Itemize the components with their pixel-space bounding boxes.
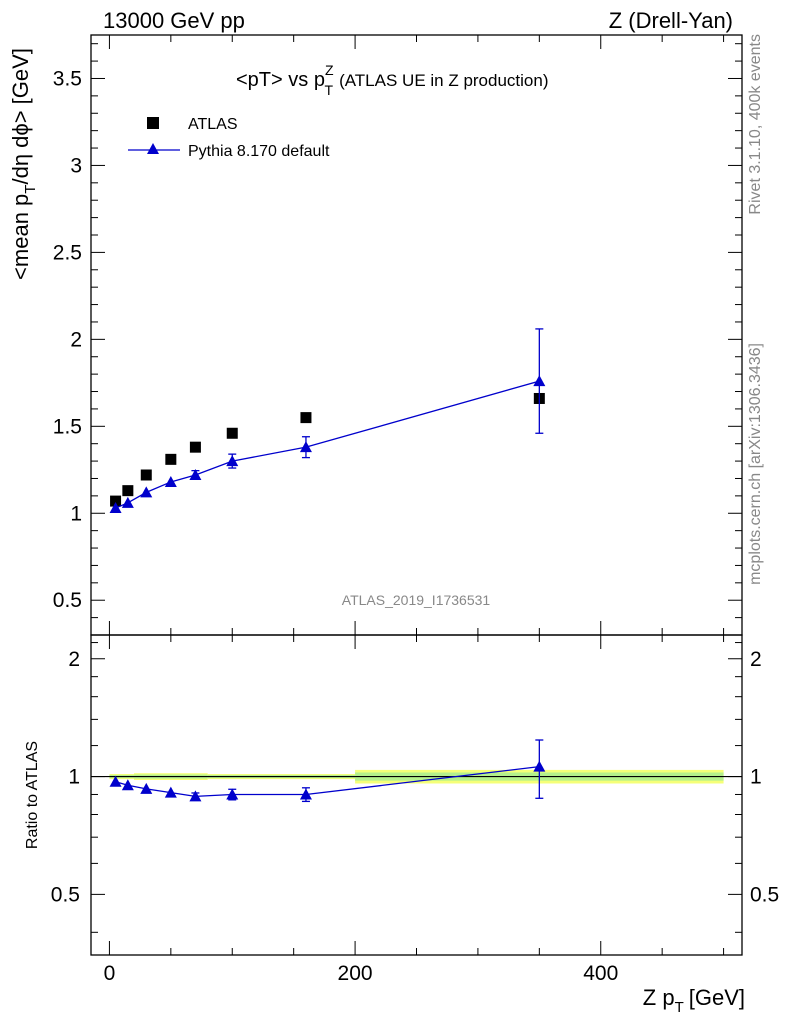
- xlabel-sub: T: [675, 999, 684, 1016]
- pythia-point: [121, 496, 134, 508]
- ratio-pythia-point: [189, 790, 202, 802]
- ratio-pythia-point: [109, 775, 122, 787]
- pythia-line: [115, 380, 540, 509]
- ratio-pythia-point: [164, 786, 177, 798]
- ratio-y-tick-label: 2: [68, 648, 80, 671]
- x-tick-label: 200: [338, 962, 373, 985]
- pythia-point: [164, 475, 177, 487]
- legend-pythia-marker: [147, 143, 159, 154]
- main-ylabel-sub: T: [22, 185, 39, 194]
- xlabel-part2: [GeV]: [689, 985, 745, 1010]
- x-tick-label: 0: [104, 962, 116, 985]
- atlas-point: [140, 469, 152, 481]
- xlabel-part1: Z p: [643, 985, 675, 1010]
- ratio-pythia-point: [121, 779, 134, 791]
- pythia-point: [140, 486, 153, 498]
- main-y-tick-label: 2.5: [53, 241, 82, 264]
- main-y-tick-label: 2: [70, 328, 82, 351]
- legend-pythia-label: Pythia 8.170 default: [188, 143, 330, 160]
- main-y-tick-label: 1.5: [53, 415, 82, 438]
- main-ylabel: <mean pT/dη dϕ> [GeV]: [8, 48, 39, 280]
- main-ylabel-part2: /dη dϕ> [GeV]: [8, 48, 33, 184]
- main-title-sub: T: [325, 82, 334, 98]
- ratio-y-tick-label: 1: [68, 766, 80, 789]
- main-title-prefix: <pT> vs p: [236, 69, 325, 91]
- ratio-pythia-point: [226, 788, 239, 800]
- ratio-y-tick-label-right: 1: [750, 766, 762, 789]
- main-title: <pT> vs pZ T (ATLAS UE in Z production): [236, 62, 549, 98]
- main-y-tick-label: 3: [70, 154, 82, 177]
- atlas-point: [110, 495, 122, 507]
- ratio-axes: 0 200 400 0.5 0.5 1 1 2 2: [51, 634, 779, 985]
- atlas-point: [165, 453, 177, 465]
- atlas-point: [189, 441, 201, 453]
- main-y-tick-label: 0.5: [53, 589, 82, 612]
- pythia-point: [189, 469, 202, 480]
- main-y-tick-label: 1: [70, 502, 82, 525]
- ratio-marks: [109, 739, 546, 803]
- atlas-point: [122, 485, 134, 497]
- legend: ATLAS Pythia 8.170 default: [128, 116, 330, 160]
- pythia-point: [226, 455, 239, 467]
- main-title-suffix: (ATLAS UE in Z production): [339, 71, 548, 90]
- main-ylabel-part1: <mean p: [8, 194, 33, 280]
- main-title-sup: Z: [325, 62, 334, 78]
- ratio-pythia-point: [299, 788, 312, 800]
- xlabel: Z pT [GeV]: [643, 985, 745, 1016]
- ratio-y-tick-label-right: 2: [750, 648, 762, 671]
- ratio-y-tick-label-right: 0.5: [750, 883, 779, 906]
- header-left: 13000 GeV pp: [103, 8, 245, 33]
- ratio-pythia-point: [533, 760, 546, 772]
- pythia-point: [533, 375, 546, 387]
- mcplots-label: mcplots.cern.ch [arXiv:1306.3436]: [747, 343, 764, 585]
- ratio-pythia-point: [140, 782, 153, 794]
- rivet-label: Rivet 3.1.10, 400k events: [747, 34, 764, 215]
- atlas-point: [300, 412, 312, 424]
- header-right: Z (Drell-Yan): [609, 8, 733, 33]
- legend-atlas-label: ATLAS: [188, 116, 238, 133]
- main-marks: [109, 328, 546, 514]
- main-axes: 0.5 1 1.5 2 2.5 3 3.5: [53, 34, 743, 636]
- ratio-ylabel: Ratio to ATLAS: [24, 741, 41, 849]
- pythia-point: [299, 441, 312, 453]
- main-y-tick-label: 3.5: [53, 67, 82, 90]
- ratio-y-tick-label: 0.5: [51, 883, 80, 906]
- legend-atlas-marker: [147, 117, 159, 129]
- x-tick-label: 400: [583, 962, 618, 985]
- atlas-point: [226, 427, 238, 439]
- analysis-id: ATLAS_2019_I1736531: [342, 592, 491, 608]
- pythia-point: [109, 502, 122, 514]
